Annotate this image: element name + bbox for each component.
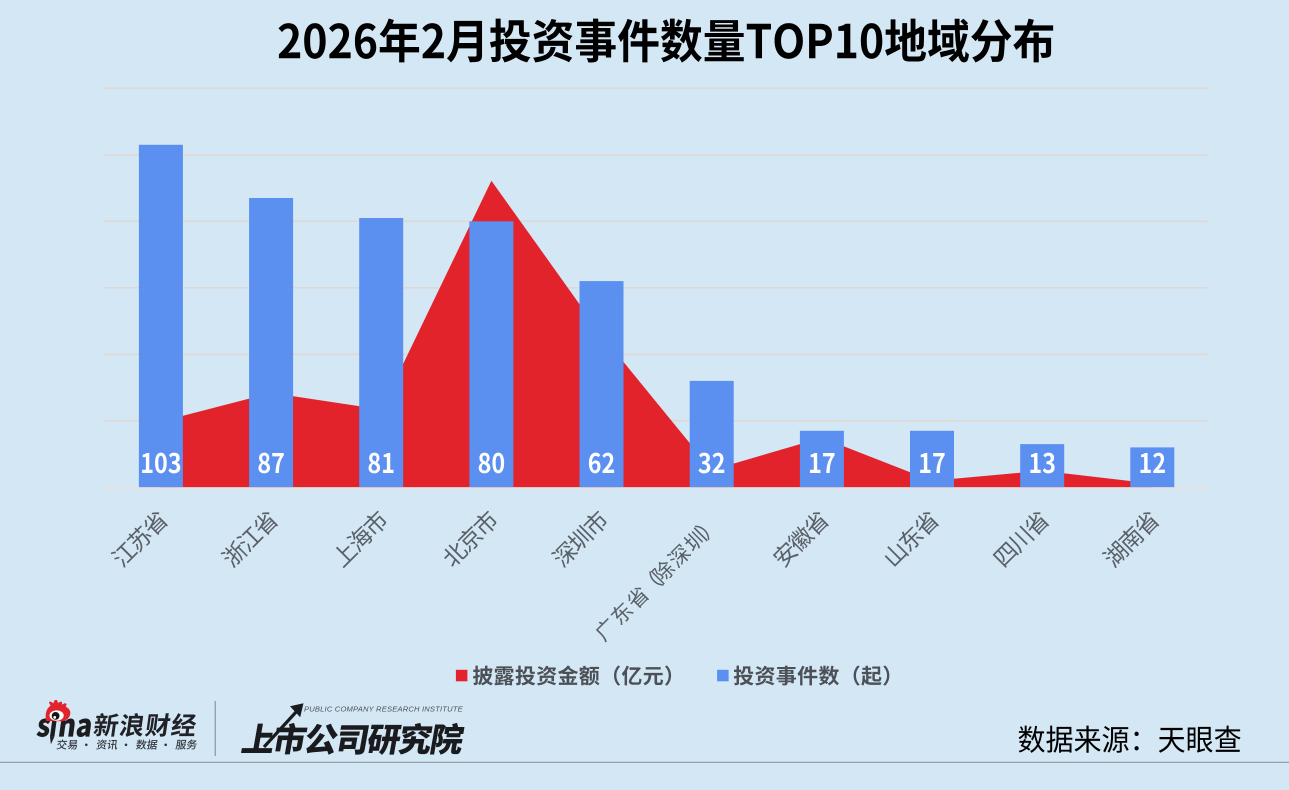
svg-text:PUBLIC COMPANY RESEARCH INSTIT: PUBLIC COMPANY RESEARCH INSTITUTE	[304, 704, 464, 713]
